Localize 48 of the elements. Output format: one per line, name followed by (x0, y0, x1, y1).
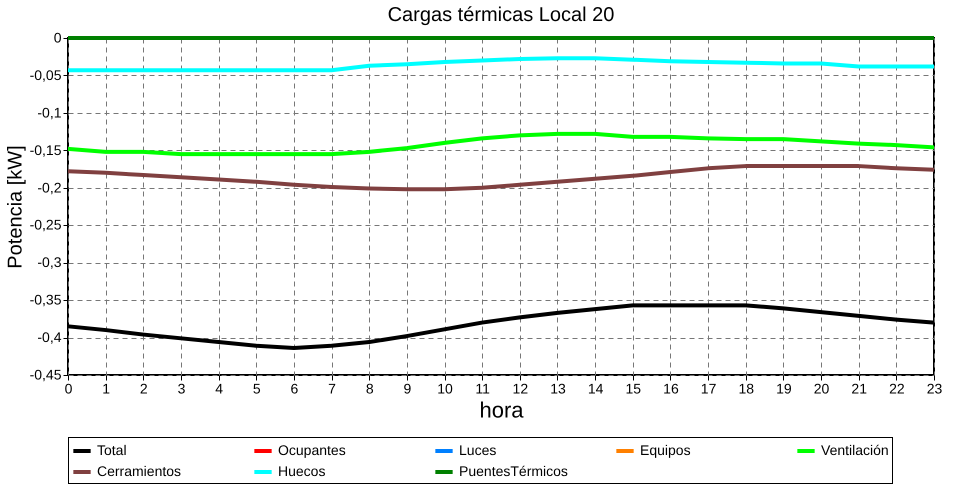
x-tick-label: 16 (663, 380, 679, 396)
x-tick-label: 3 (178, 380, 186, 396)
x-tick-label: 13 (550, 380, 566, 396)
line-series (66, 56, 936, 72)
legend-label: Luces (459, 442, 496, 458)
x-tick-label: 0 (64, 380, 73, 396)
x-tick-label: 19 (776, 380, 792, 396)
line-series (66, 132, 936, 156)
x-tick-label: 10 (437, 380, 454, 396)
x-tick-label: 1 (102, 380, 110, 396)
y-axis-title: Potencia [kW] (4, 145, 27, 269)
legend-label: Cerramientos (97, 463, 182, 479)
x-tick-label: 17 (700, 380, 717, 396)
x-tick-label: 7 (328, 380, 336, 396)
x-tick-label: 5 (252, 380, 261, 396)
y-tick-label: -0,35 (30, 292, 62, 308)
x-tick-label: 4 (215, 380, 224, 396)
y-tick-label: -0,3 (37, 254, 62, 270)
x-tick-label: 21 (851, 380, 868, 396)
x-axis-title: hora (479, 398, 524, 422)
x-tick-label: 22 (889, 380, 905, 396)
legend-label: Ocupantes (278, 442, 346, 458)
y-tick-label: -0,05 (30, 66, 62, 83)
x-tick-label: 9 (403, 380, 412, 396)
y-tick-label: 0 (54, 30, 62, 46)
y-tick-label: -0,2 (37, 179, 62, 196)
y-tick-label: -0,25 (30, 216, 62, 233)
legend-label: PuentesTérmicos (459, 463, 568, 479)
legend-label: Huecos (278, 463, 326, 479)
y-tick-label: -0,1 (37, 104, 62, 120)
chart-title: Cargas térmicas Local 20 (388, 4, 614, 26)
y-tick-label: -0,45 (30, 366, 62, 382)
x-tick-label: 23 (926, 380, 942, 396)
legend-label: Ventilación (821, 442, 889, 458)
x-tick-label: 2 (140, 380, 148, 396)
line-series (66, 164, 936, 192)
x-tick-label: 11 (475, 380, 490, 396)
legend-label: Equipos (640, 442, 691, 458)
x-tick-label: 8 (366, 380, 374, 396)
x-tick-label: 18 (738, 380, 754, 396)
x-tick-label: 20 (814, 380, 830, 396)
x-tick-label: 14 (588, 380, 604, 396)
x-tick-label: 12 (512, 380, 528, 396)
y-tick-label: -0,15 (30, 142, 62, 158)
x-tick-label: 6 (290, 380, 299, 396)
x-tick-label: 15 (625, 380, 642, 396)
y-tick-label: -0,4 (37, 329, 62, 346)
legend-label: Total (97, 442, 127, 458)
